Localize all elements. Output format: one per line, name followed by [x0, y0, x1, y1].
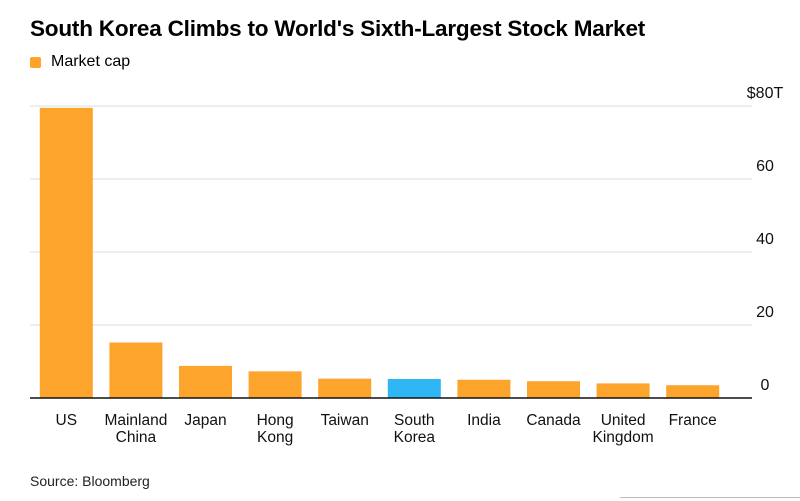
y-tick-label: 20	[756, 304, 774, 321]
x-tick-label: India	[467, 412, 501, 429]
x-tick-label: Canada	[526, 412, 581, 429]
x-tick-label: Taiwan	[321, 412, 369, 429]
source-note: Source: Bloomberg	[30, 473, 150, 489]
x-tick-label: US	[56, 412, 78, 429]
bar	[666, 385, 720, 398]
x-tick-label: South	[394, 412, 435, 429]
bar	[39, 107, 93, 398]
bar	[527, 381, 580, 398]
bar	[179, 365, 232, 398]
y-tick-label: 0	[761, 377, 770, 394]
bar	[318, 378, 372, 398]
legend-swatch	[30, 56, 41, 68]
legend: Market cap	[30, 53, 130, 71]
x-tick-label: United	[601, 412, 646, 429]
x-tick-label: Japan	[184, 412, 226, 429]
chart-title: South Korea Climbs to World's Sixth-Larg…	[30, 16, 646, 41]
x-tick-label: Korea	[394, 429, 436, 446]
x-tick-label: Mainland	[104, 412, 167, 429]
x-tick-label: France	[669, 412, 717, 429]
bar	[109, 342, 163, 398]
x-tick-label: China	[116, 429, 157, 446]
legend-label: Market cap	[51, 53, 131, 70]
y-tick-label: $80T	[747, 85, 784, 102]
bar	[387, 379, 441, 398]
x-tick-label: Hong	[257, 412, 294, 429]
bar	[596, 383, 650, 398]
y-tick-label: 40	[756, 231, 774, 248]
bar	[248, 371, 302, 398]
y-tick-label: 60	[756, 158, 774, 175]
x-tick-label: Kingdom	[593, 429, 654, 446]
footer-divider	[620, 497, 800, 498]
x-tick-label: Kong	[257, 429, 293, 446]
bar	[457, 379, 511, 398]
